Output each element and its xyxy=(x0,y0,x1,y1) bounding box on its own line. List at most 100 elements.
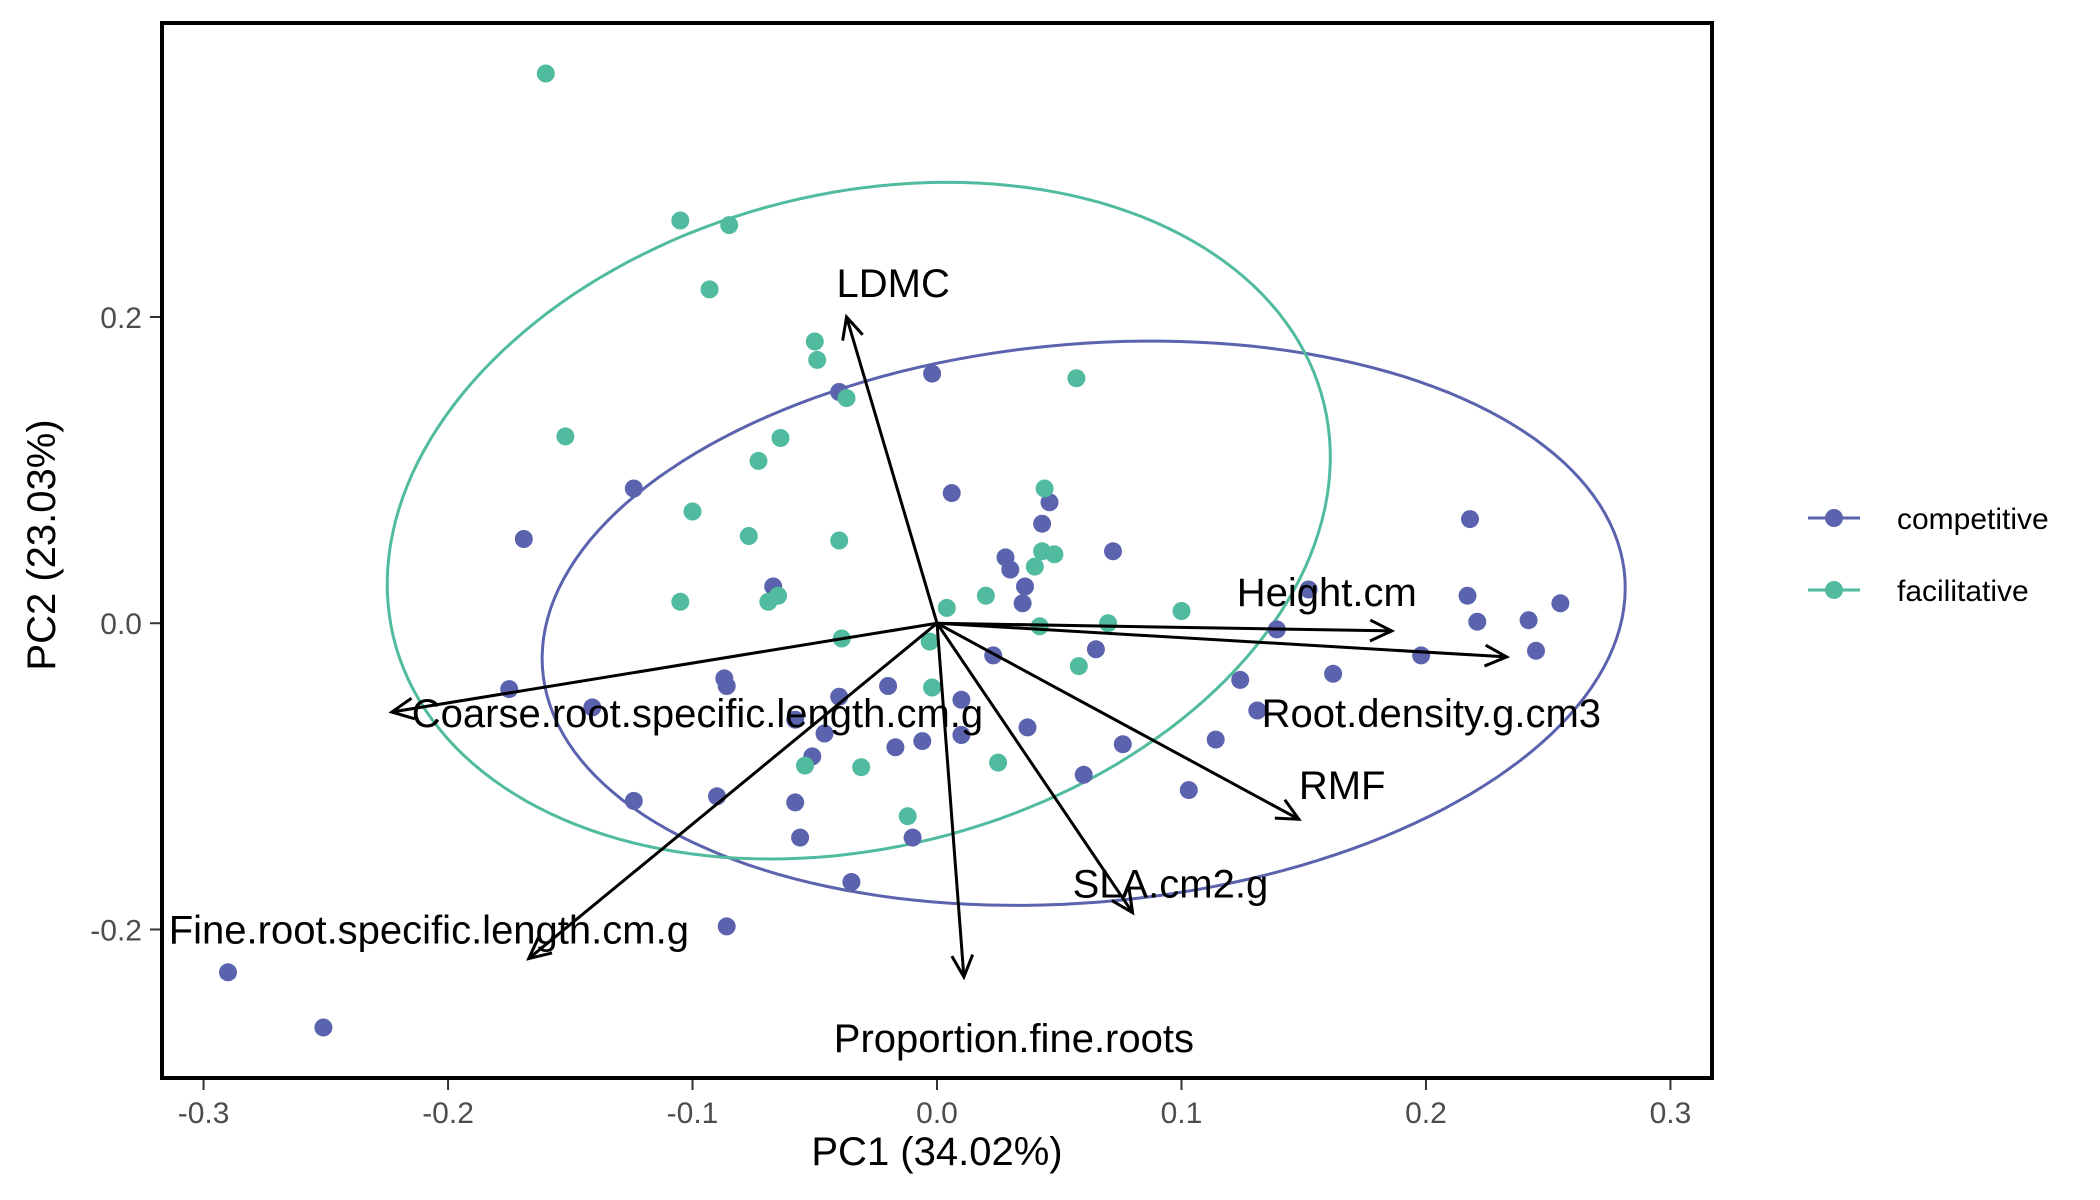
loading-arrowhead xyxy=(1483,643,1511,668)
point-facilitative xyxy=(1067,369,1086,388)
point-competitive xyxy=(952,690,971,709)
loading-arrowhead xyxy=(841,313,864,341)
loading-arrowhead xyxy=(1369,618,1396,643)
legend: competitive facilitative xyxy=(1808,503,2049,608)
point-competitive xyxy=(1324,664,1343,683)
x-tick-label: -0.3 xyxy=(178,1097,230,1130)
point-competitive xyxy=(717,917,736,936)
point-competitive xyxy=(717,677,736,695)
point-competitive xyxy=(1013,594,1032,613)
point-facilitative xyxy=(1172,602,1191,620)
point-competitive xyxy=(583,698,602,717)
point-competitive xyxy=(1033,514,1052,533)
point-competitive xyxy=(842,873,861,891)
loading-arrow xyxy=(527,622,938,960)
point-competitive xyxy=(1551,594,1570,613)
point-competitive xyxy=(1527,641,1545,660)
point-facilitative xyxy=(1045,545,1064,564)
plot-panel-border xyxy=(160,21,1714,1080)
x-tick-label: 0.3 xyxy=(1650,1097,1692,1130)
loading-label: SLA.cm2.g xyxy=(1073,863,1269,907)
loading-arrow xyxy=(391,621,938,714)
confidence-ellipses xyxy=(385,180,1627,907)
y-tick-label: 0.2 xyxy=(100,302,142,335)
point-competitive xyxy=(942,484,961,503)
point-facilitative xyxy=(720,216,739,235)
point-competitive xyxy=(1461,510,1479,529)
point-competitive xyxy=(219,963,237,982)
point-competitive xyxy=(1179,781,1198,800)
point-competitive xyxy=(314,1018,333,1037)
point-facilitative xyxy=(1099,614,1118,633)
legend-label-competitive: competitive xyxy=(1897,503,2049,536)
point-facilitative xyxy=(805,332,824,351)
loading-label: LDMC xyxy=(837,262,950,306)
point-competitive xyxy=(913,732,932,751)
loading-arrow xyxy=(936,621,1300,821)
loading-arrowhead xyxy=(1274,798,1302,821)
point-facilitative xyxy=(769,586,788,605)
y-tick-label: -0.2 xyxy=(90,914,142,947)
y-axis-title: PC2 (23.03%) xyxy=(20,419,64,670)
loading-arrow xyxy=(936,621,1507,659)
point-facilitative xyxy=(830,531,849,550)
point-competitive xyxy=(1086,640,1105,659)
point-competitive xyxy=(879,677,898,695)
loading-label: Coarse.root.specific.length.cm.g xyxy=(412,692,983,736)
point-facilitative xyxy=(771,429,790,447)
point-facilitative xyxy=(852,758,871,777)
point-competitive xyxy=(624,479,643,498)
point-facilitative xyxy=(937,598,956,617)
loading-label: Root.density.g.cm3 xyxy=(1262,692,1601,736)
point-competitive xyxy=(514,530,533,548)
point-competitive xyxy=(1248,701,1267,720)
x-tick-label: 0.1 xyxy=(1161,1097,1203,1130)
point-competitive xyxy=(1231,670,1250,689)
point-competitive xyxy=(1412,646,1431,665)
point-competitive xyxy=(923,364,942,383)
loading-arrowhead xyxy=(388,697,416,721)
loading-vectors: LDMC Height.cm Root.density.g.cm3 RMF SLA.cm… xyxy=(169,262,1601,1061)
point-competitive xyxy=(1074,765,1093,784)
point-competitive xyxy=(791,828,810,847)
point-facilitative xyxy=(536,64,555,83)
point-facilitative xyxy=(920,632,939,651)
point-competitive xyxy=(886,738,905,757)
point-facilitative xyxy=(1035,479,1054,498)
loading-label: Height.cm xyxy=(1237,571,1417,615)
x-axis-title: PC1 (34.02%) xyxy=(811,1130,1062,1174)
point-facilitative xyxy=(796,756,814,775)
point-facilitative xyxy=(976,586,995,605)
point-facilitative xyxy=(671,592,690,611)
point-competitive xyxy=(1104,542,1122,561)
point-competitive xyxy=(786,793,805,812)
point-competitive xyxy=(815,724,834,743)
point-competitive xyxy=(1468,612,1487,631)
loading-arrowhead xyxy=(950,954,975,981)
point-competitive xyxy=(624,791,643,810)
point-facilitative xyxy=(1025,557,1044,576)
legend-key-point xyxy=(1825,581,1843,599)
x-tick-label: 0.0 xyxy=(916,1097,958,1130)
loading-label: Fine.root.specific.length.cm.g xyxy=(169,909,689,953)
loading-arrow xyxy=(935,622,1134,914)
y-tick-label: 0.0 xyxy=(100,608,142,641)
point-competitive xyxy=(1206,730,1225,749)
axes: -0.3 -0.2 -0.1 0.0 0.1 0.2 0.3 -0.2 0.0 0.2 xyxy=(90,21,1714,1130)
point-facilitative xyxy=(898,807,917,826)
point-facilitative xyxy=(700,280,719,299)
loading-arrow xyxy=(845,316,939,624)
point-competitive xyxy=(952,726,971,744)
loading-arrow xyxy=(936,621,1392,633)
point-competitive xyxy=(1299,580,1318,599)
ellipse-facilitative xyxy=(385,180,1332,861)
point-facilitative xyxy=(808,350,827,369)
point-competitive xyxy=(1001,560,1020,579)
point-competitive xyxy=(1018,718,1037,737)
loading-arrow xyxy=(935,623,966,978)
point-competitive xyxy=(1040,493,1059,512)
loading-arrowhead xyxy=(526,936,553,961)
loading-label: Proportion.fine.roots xyxy=(834,1017,1194,1061)
point-facilitative xyxy=(837,389,856,408)
